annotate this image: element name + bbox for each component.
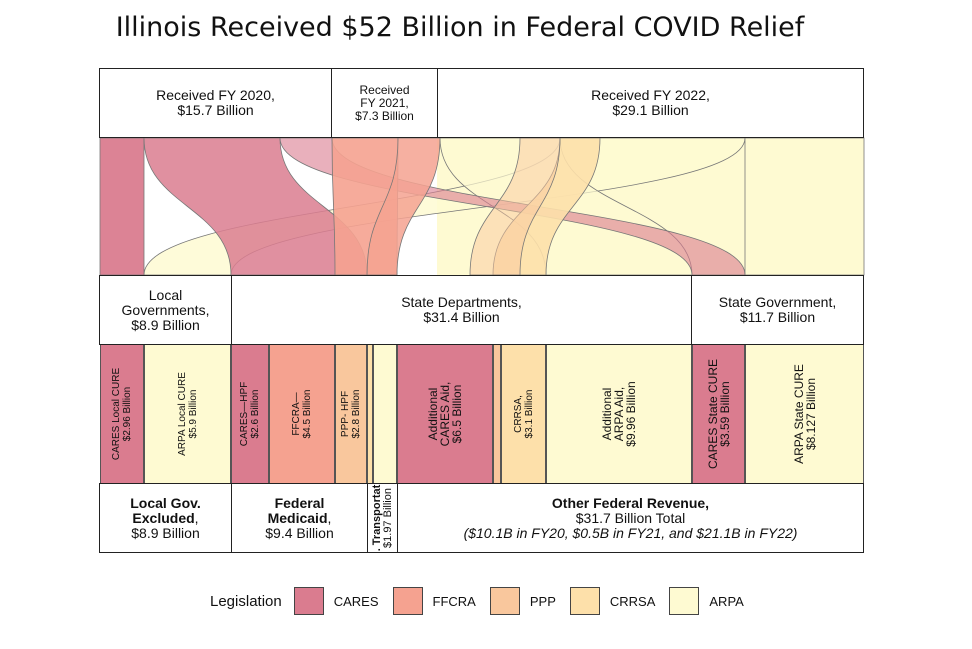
fy2020-label: Received FY 2020, xyxy=(156,87,275,103)
program-label: ARPA State CURE $8.127 Billion xyxy=(791,364,818,464)
legend-label-ppp: PPP xyxy=(529,593,556,609)
legend-swatch-arpa xyxy=(669,587,700,615)
flow-ffcra-to-departments xyxy=(366,137,441,276)
local-gov-excluded-box: Local Gov. Excluded, $8.9 Billion xyxy=(99,483,232,553)
local-governments-label: Local xyxy=(148,286,183,303)
legend-label-ffcra: FFCRA xyxy=(432,593,476,609)
local-governments-amount: $8.9 Billion xyxy=(131,316,200,333)
program-strip-additional-cares-aid: Additional CARES Aid, $6.5 Billion xyxy=(397,345,493,483)
state-departments-label: State Departments, xyxy=(401,294,522,310)
state-departments-amount: $31.4 Billion xyxy=(423,309,500,325)
state-government-amount: $11.7 Billion xyxy=(739,309,816,325)
fy2021-label: Received xyxy=(359,82,410,97)
program-label: ARPA Local CURE $5.9 Billion xyxy=(176,372,199,456)
flow-arpa-to-state-gov xyxy=(744,137,865,276)
program-strip-cares-state-cure: CARES State CURE $3.59 Billion xyxy=(692,345,745,483)
federal-medicaid-box: Federal Medicaid, $9.4 Billion xyxy=(231,483,368,553)
program-strip-additional-arpa-aid: Additional ARPA Aid, $9.96 Billion xyxy=(546,345,692,483)
local-governments-label-2: Governments, xyxy=(121,301,210,318)
program-strip-crrsa-transport xyxy=(367,345,373,483)
fy2022-box: Received FY 2022, $29.1 Billion xyxy=(437,68,864,138)
fed-transportation-label: Fed. Transportation, $1.97 Billion xyxy=(370,483,394,553)
chart-title: Illinois Received $52 Billion in Federal… xyxy=(115,12,805,43)
fy2022-amount: $29.1 Billion xyxy=(612,102,689,118)
program-label: Additional CARES Aid, $6.5 Billion xyxy=(426,381,464,447)
program-strip-cares-hpf: CARES—HPF $2.6 Billion xyxy=(231,345,269,483)
other-federal-revenue-box: Other Federal Revenue, $31.7 Billion Tot… xyxy=(397,483,864,553)
program-strip-ppp-hpf: PPP- HPF $2.8 Billion xyxy=(335,345,367,483)
program-strip-crrsa: CRRSA, $3.1 Billion xyxy=(501,345,546,483)
state-government-label: State Government, xyxy=(718,294,837,310)
program-strip-ffcra: FFCRA— $4.5 Billion xyxy=(269,345,335,483)
state-government-box: State Government, $11.7 Billion xyxy=(691,275,864,345)
program-label: CARES—HPF $2.6 Billion xyxy=(239,381,261,447)
flow-cares-to-local xyxy=(99,137,145,276)
program-label: CARES Local CURE $2.96 Billion xyxy=(111,367,133,461)
local-governments-box: Local Governments, $8.9 Billion xyxy=(99,275,232,345)
legend-swatch-ppp xyxy=(489,587,520,615)
fy2020-amount: $15.7 Billion xyxy=(177,102,254,118)
federal-medicaid-label: Federal xyxy=(274,494,325,511)
fy2021-amount: $7.3 Billion xyxy=(355,108,414,123)
fed-transportation-box: Fed. Transportation, $1.97 Billion xyxy=(367,483,398,553)
program-label: PPP- HPF $2.8 Billion xyxy=(340,389,362,439)
fy2020-box: Received FY 2020, $15.7 Billion xyxy=(99,68,332,138)
other-federal-revenue-label: Other Federal Revenue, xyxy=(551,494,710,511)
other-federal-revenue-amount: $31.7 Billion Total xyxy=(575,509,686,526)
local-gov-excluded-label: Local Gov. xyxy=(130,494,201,511)
program-label: FFCRA— $4.5 Billion xyxy=(291,389,313,439)
legend-label-crrsa: CRRSA xyxy=(609,593,656,609)
local-gov-excluded-amount: $8.9 Billion xyxy=(131,524,200,541)
legend-swatch-ffcra xyxy=(392,587,423,615)
program-strip-cares-local-cure: CARES Local CURE $2.96 Billion xyxy=(100,345,144,483)
legend-label-cares: CARES xyxy=(333,593,379,609)
program-strip-arpa-local-cure: ARPA Local CURE $5.9 Billion xyxy=(144,345,231,483)
fy2022-label: Received FY 2022, xyxy=(591,87,710,103)
other-federal-revenue-note: ($10.1B in FY20, $0.5B in FY21, and $21.… xyxy=(463,524,798,541)
program-strip-ppp-other xyxy=(493,345,501,483)
federal-medicaid-label-2: Medicaid, xyxy=(267,509,332,526)
program-strip-arpa-transport xyxy=(373,345,397,483)
fy2021-box: Received FY 2021, $7.3 Billion xyxy=(331,68,438,138)
program-label: CRRSA, $3.1 Billion xyxy=(512,389,535,439)
federal-medicaid-amount: $9.4 Billion xyxy=(265,524,334,541)
legend-label-arpa: ARPA xyxy=(709,593,744,609)
program-label: Additional ARPA Aid, $9.96 Billion xyxy=(600,381,638,447)
legend: Legislation CARES FFCRA PPP CRRSA ARPA xyxy=(210,585,758,617)
local-gov-excluded-label-2: Excluded, xyxy=(132,509,199,526)
program-label: CARES State CURE $3.59 Billion xyxy=(705,358,732,470)
fy2021-label-2: FY 2021, xyxy=(360,95,409,110)
legend-swatch-crrsa xyxy=(569,587,600,615)
state-departments-box: State Departments, $31.4 Billion xyxy=(231,275,692,345)
legend-swatch-cares xyxy=(293,587,324,615)
program-strip-arpa-state-cure: ARPA State CURE $8.127 Billion xyxy=(745,345,864,483)
flow-ribbons xyxy=(99,137,865,276)
legend-title: Legislation xyxy=(210,592,282,610)
